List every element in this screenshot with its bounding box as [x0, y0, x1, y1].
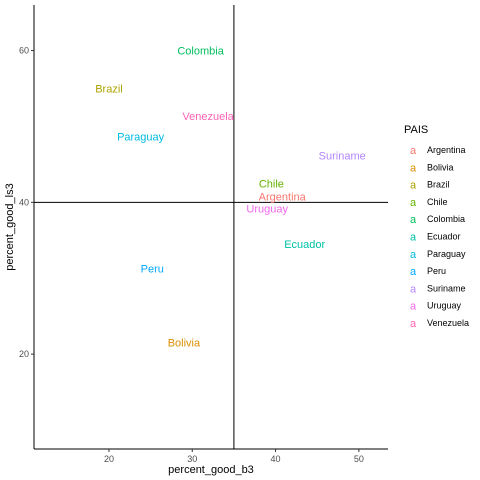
- legend-entry-peru: Peru: [427, 266, 446, 276]
- legend-entry-argentina: Argentina: [427, 145, 466, 155]
- legend-entry-bolivia: Bolivia: [427, 162, 454, 172]
- point-label-ecuador: Ecuador: [284, 239, 325, 251]
- axes-layer: 20 30 40 50 20 40 60 percent_good_b3 percent_goo…: [4, 5, 388, 476]
- point-label-suriname: Suriname: [319, 150, 366, 162]
- x-tick-label: 50: [354, 454, 364, 464]
- legend-key-brazil: a: [410, 180, 417, 192]
- point-label-peru: Peru: [141, 263, 164, 275]
- legend-key-venezuela: a: [410, 318, 417, 330]
- legend-entry-uruguay: Uruguay: [427, 301, 462, 311]
- point-label-colombia: Colombia: [177, 46, 224, 58]
- point-label-bolivia: Bolivia: [168, 338, 201, 350]
- point-label-paraguay: Paraguay: [117, 131, 165, 143]
- legend-key-bolivia: a: [410, 162, 417, 174]
- legend-entry-chile: Chile: [427, 197, 448, 207]
- legend-entry-suriname: Suriname: [427, 283, 466, 293]
- point-label-argentina: Argentina: [259, 191, 307, 203]
- y-tick-label: 60: [19, 46, 29, 56]
- legend-key-chile: a: [410, 197, 417, 209]
- legend-key-colombia: a: [410, 214, 417, 226]
- point-labels: Argentina Bolivia Brazil Chile Colombia Ecuad…: [95, 46, 366, 350]
- legend-key-suriname: a: [410, 283, 417, 295]
- legend-entry-venezuela: Venezuela: [427, 318, 469, 328]
- point-label-chile: Chile: [259, 178, 284, 190]
- point-label-venezuela: Venezuela: [182, 111, 234, 123]
- x-axis-title: percent_good_b3: [168, 464, 254, 476]
- y-tick-label: 20: [19, 349, 29, 359]
- x-tick-label: 40: [271, 454, 281, 464]
- x-tick-label: 20: [104, 454, 114, 464]
- legend-key-peru: a: [410, 266, 417, 278]
- point-label-uruguay: Uruguay: [246, 203, 288, 215]
- y-tick-label: 40: [19, 197, 29, 207]
- legend-key-paraguay: a: [410, 249, 417, 261]
- legend-key-uruguay: a: [410, 301, 417, 313]
- point-label-brazil: Brazil: [95, 83, 123, 95]
- legend-entry-paraguay: Paraguay: [427, 249, 466, 259]
- reference-lines: [34, 5, 388, 449]
- legend-entry-colombia: Colombia: [427, 214, 465, 224]
- legend-key-ecuador: a: [410, 232, 417, 244]
- x-tick-label: 30: [187, 454, 197, 464]
- legend-key-argentina: a: [410, 145, 417, 157]
- legend-title: PAIS: [404, 124, 428, 136]
- y-axis-title: percent_good_ls3: [4, 183, 16, 270]
- legend-entry-brazil: Brazil: [427, 180, 450, 190]
- legend-entry-ecuador: Ecuador: [427, 232, 461, 242]
